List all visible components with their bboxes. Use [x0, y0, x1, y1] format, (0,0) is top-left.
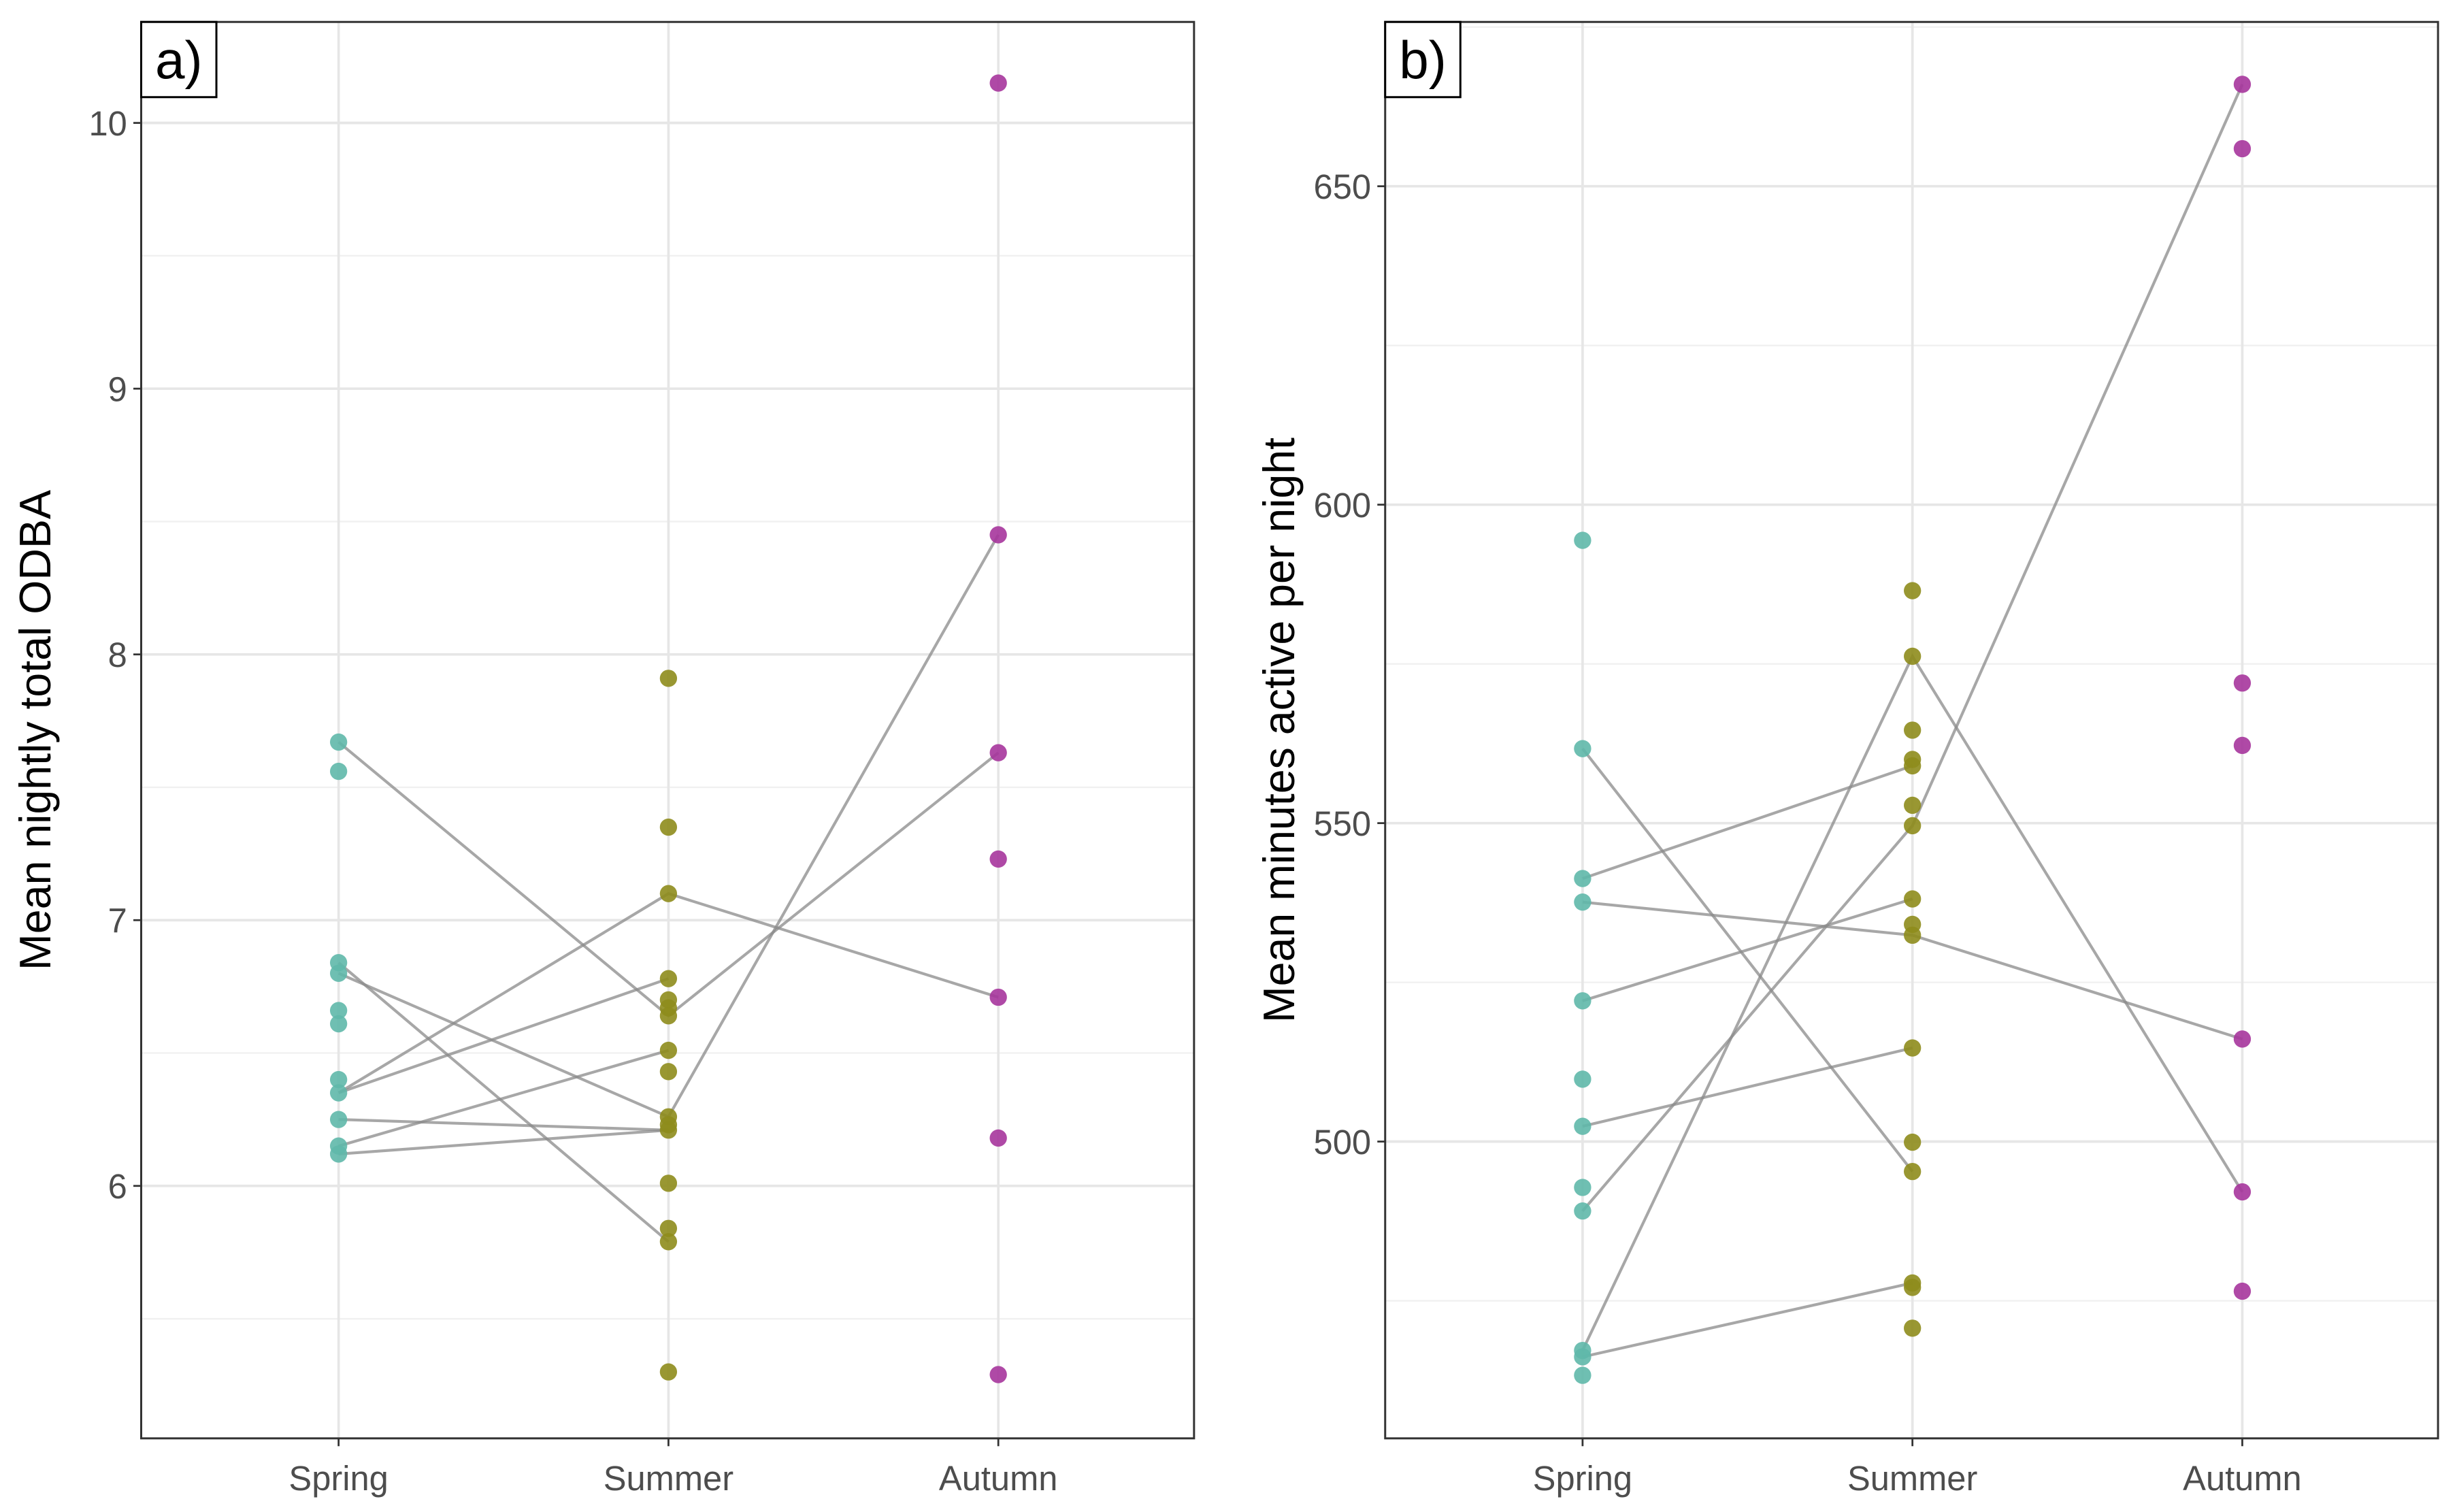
data-point-summer: [1904, 757, 1922, 775]
data-point-autumn: [989, 1366, 1007, 1383]
data-point-spring: [329, 762, 348, 780]
panel-label-box: [1384, 20, 1462, 99]
panel-label: a): [155, 30, 203, 90]
data-point-summer: [659, 885, 678, 902]
individual-line: [338, 1049, 669, 1148]
individual-line: [337, 977, 670, 1095]
data-point-spring: [329, 1002, 348, 1019]
x-tick-label: Autumn: [939, 1459, 1058, 1498]
individual-line: [338, 1128, 669, 1155]
data-point-summer: [659, 818, 678, 836]
x-tick-label: Summer: [1847, 1459, 1977, 1498]
individual-line: [338, 1118, 669, 1132]
data-point-spring: [1574, 1202, 1592, 1220]
data-point-summer: [1904, 1133, 1922, 1151]
data-point-spring: [1574, 1348, 1592, 1366]
data-point-spring: [1574, 870, 1592, 887]
data-point-spring: [1574, 531, 1592, 549]
data-point-summer: [1904, 890, 1922, 908]
data-point-summer: [659, 1363, 678, 1381]
individual-line: [1582, 1047, 1913, 1128]
data-point-summer: [659, 1174, 678, 1192]
data-point-summer: [659, 670, 678, 687]
y-tick-label: 600: [1314, 486, 1372, 525]
panel-b: 500 550 600 650 Spring Summer Autumn Mean minut…: [1255, 20, 2439, 1498]
data-point-summer: [659, 1063, 678, 1081]
individual-line: [1582, 1281, 1913, 1358]
data-point-spring: [1574, 740, 1592, 757]
data-point-autumn: [989, 1129, 1007, 1147]
panel-a: 6 7 8 9 10 Spring Summer Autumn Mean nightly tot…: [11, 20, 1195, 1498]
data-point-summer: [1904, 1319, 1922, 1337]
y-tick-label: 500: [1314, 1123, 1372, 1162]
individual-line: [1582, 898, 1913, 1002]
data-point-spring: [1574, 1070, 1592, 1088]
data-point-autumn: [2233, 1030, 2252, 1048]
data-point-summer: [1904, 582, 1922, 599]
individual-line: [337, 962, 670, 1243]
data-point-summer: [659, 1233, 678, 1251]
data-point-autumn: [989, 74, 1007, 92]
y-axis-label: Mean minutes active per night: [1255, 438, 1304, 1023]
data-point-spring: [1574, 1117, 1592, 1135]
data-point-spring: [1574, 893, 1592, 911]
data-point-autumn: [2233, 1282, 2252, 1300]
y-tick-label: 7: [108, 902, 127, 940]
data-point-spring: [1574, 1179, 1592, 1196]
data-point-summer: [1904, 817, 1922, 835]
x-tick-label: Spring: [1533, 1459, 1632, 1498]
x-tick-label: Summer: [604, 1459, 733, 1498]
data-point-autumn: [2233, 1183, 2252, 1201]
data-point-spring: [329, 733, 348, 751]
data-point-summer: [1904, 1279, 1922, 1296]
data-point-summer: [659, 970, 678, 987]
data-point-summer: [1904, 721, 1922, 739]
data-point-autumn: [2233, 736, 2252, 755]
data-point-spring: [329, 1015, 348, 1033]
data-point-summer: [659, 1041, 678, 1059]
data-point-autumn: [2233, 139, 2252, 158]
x-tick-label: Spring: [288, 1459, 388, 1498]
data-point-autumn: [989, 988, 1007, 1006]
data-point-summer: [1904, 796, 1922, 815]
data-point-summer: [1904, 1162, 1922, 1181]
data-point-summer: [659, 1007, 678, 1025]
data-point-spring: [329, 1145, 348, 1163]
data-point-summer: [659, 1121, 678, 1139]
y-tick-label: 9: [108, 370, 127, 409]
data-point-summer: [1904, 1039, 1922, 1057]
data-point-autumn: [989, 744, 1007, 761]
y-tick-label: 10: [88, 104, 127, 143]
y-tick-label: 650: [1314, 167, 1372, 206]
x-tick-label: Autumn: [2183, 1459, 2302, 1498]
data-point-summer: [659, 1219, 678, 1237]
data-point-spring: [329, 1111, 348, 1128]
data-point-spring: [1574, 1366, 1592, 1384]
data-point-spring: [329, 1070, 348, 1089]
panel-label-box: [140, 20, 218, 99]
data-point-autumn: [989, 526, 1007, 544]
individual-line: [1582, 764, 1913, 881]
data-point-spring: [329, 1084, 348, 1102]
data-point-summer: [1904, 926, 1922, 944]
data-point-autumn: [2233, 76, 2252, 93]
panel-label: b): [1399, 30, 1447, 90]
data-point-summer: [1904, 647, 1922, 665]
y-tick-label: 550: [1314, 804, 1372, 843]
y-tick-label: 8: [108, 636, 127, 674]
data-point-autumn: [989, 850, 1007, 868]
data-point-spring: [1574, 992, 1592, 1010]
data-point-spring: [329, 964, 348, 983]
y-tick-label: 6: [108, 1167, 127, 1206]
y-axis-label: Mean nightly total ODBA: [11, 490, 60, 970]
data-point-autumn: [2233, 674, 2252, 692]
individual-line: [1581, 747, 1914, 1172]
